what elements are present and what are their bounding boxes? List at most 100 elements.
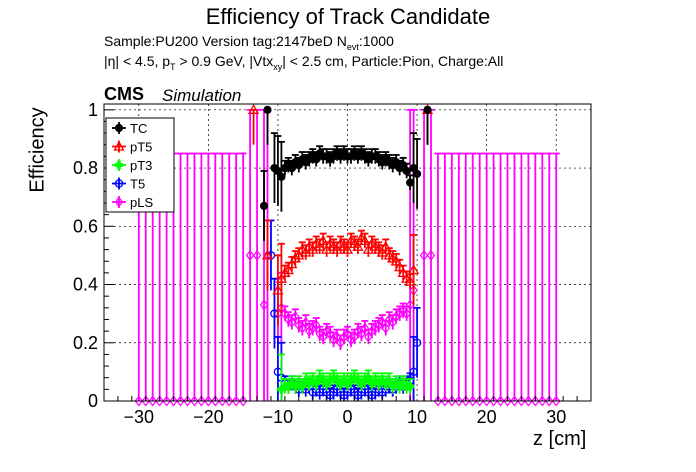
data-point [489,395,498,407]
cms-label: CMS [104,84,144,104]
x-tick-label: −10 [263,407,294,427]
cuts-text-b: > 0.9 GeV, |Vtx [175,53,274,69]
data-point [317,235,329,246]
data-point [252,249,262,261]
data-point [293,249,305,260]
data-point [321,243,333,254]
data-point [279,267,291,278]
data-point [376,246,388,257]
data-point [423,105,432,114]
data-point [524,395,533,407]
data-point [134,395,144,407]
data-point [360,322,370,334]
data-point [412,338,422,348]
y-tick-label: 1 [88,100,98,120]
data-point [263,105,272,114]
data-point [336,337,345,349]
data-point [454,395,464,407]
cuts-subscript-t: T [170,61,176,72]
x-tick-label: −30 [124,407,155,427]
data-point [544,395,554,407]
data-point [517,395,526,407]
data-point [311,379,321,388]
series-TC [259,105,432,241]
nevt-value: :1000 [358,33,394,49]
data-point [405,299,415,311]
data-point [277,172,286,181]
data-point [259,299,269,311]
data-point [371,322,380,334]
y-tick-label: 0.2 [73,333,98,353]
legend-label: TC [130,121,147,136]
cuts-info: |η| < 4.5, pT > 0.9 GeV, |Vtxxy| < 2.5 c… [104,53,503,72]
data-point [402,166,411,176]
x-tick-label: −20 [193,407,224,427]
x-tick-label: 20 [477,407,497,427]
data-point [350,331,359,343]
data-point [282,264,294,275]
data-point [183,395,192,407]
data-point [461,395,471,407]
data-point [114,179,124,188]
data-point [275,272,288,283]
data-point [298,382,307,391]
legend-label: pLS [130,195,153,210]
legend-label: T5 [130,177,145,192]
data-point [113,140,125,151]
data-point [419,249,429,261]
data-point [287,316,297,328]
data-point [294,319,304,331]
data-point [197,395,206,407]
data-point [341,243,354,254]
data-point [311,319,321,331]
cuts-subscript-xy: xy [273,61,283,72]
data-point [169,395,178,407]
data-point [447,395,457,407]
data-point [141,395,151,407]
data-point [380,240,392,251]
data-point [314,240,326,251]
data-point [211,395,220,407]
data-point [394,261,406,272]
data-point [353,325,363,337]
data-point [272,284,284,295]
data-point [397,267,409,278]
data-point [148,395,157,407]
data-point [384,313,394,325]
legend: TC pT5 pT3 T5 pLS [105,117,175,213]
data-point [503,395,512,407]
data-point [286,258,298,269]
data-point [307,243,319,254]
data-point [318,331,328,343]
data-point [238,395,248,407]
data-point [398,305,408,317]
data-point [114,123,124,133]
data-point [245,249,255,261]
x-tick-label: 0 [342,407,352,427]
data-point [381,322,391,334]
series-pT5 [247,103,434,326]
sample-text: Sample:PU200 Version tag:2147beD N [104,33,347,49]
data-point [315,328,324,340]
data-point [390,255,402,266]
legend-label: pT3 [130,158,152,173]
data-point [162,395,171,407]
data-point [468,395,477,407]
data-point [475,395,484,407]
data-point [362,243,374,254]
x-axis-label: z [cm] [533,428,587,450]
data-point [433,395,443,407]
data-point [261,249,274,260]
simulation-label: Simulation [162,86,242,105]
data-point [304,325,314,337]
data-point [339,331,349,343]
data-point [388,316,397,328]
data-point [231,395,241,407]
data-point [359,235,371,246]
data-point [259,201,269,211]
x-tick-label: 30 [546,407,566,427]
data-point [538,395,547,407]
data-point [346,334,356,346]
y-tick-label: 0.4 [73,275,98,295]
